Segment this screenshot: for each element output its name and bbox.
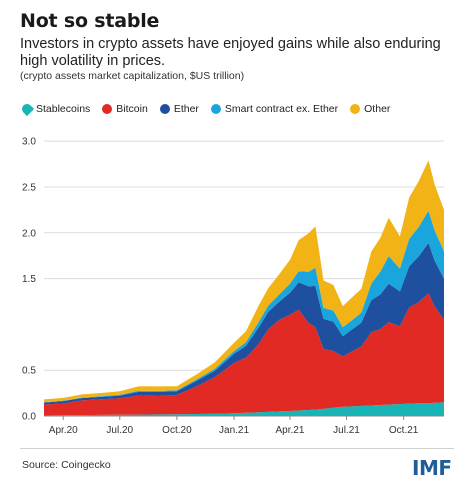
legend-item-smart-contract-ex-ether: Smart contract ex. Ether [210, 103, 339, 115]
x-tick-label: Jan.21 [219, 425, 249, 436]
legend-item-other: Other [350, 103, 390, 115]
x-tick-label: Apr.20 [49, 425, 78, 436]
x-tick-label: Jul.21 [333, 425, 360, 436]
imf-logo: IMF [412, 456, 452, 480]
legend-label: Bitcoin [116, 103, 148, 115]
legend-label: Ether [173, 103, 199, 115]
legend-label: Stablecoins [36, 103, 91, 115]
y-tick-label: 0.5 [22, 366, 36, 377]
legend-item-bitcoin: Bitcoin [102, 103, 148, 115]
area-series-other [44, 160, 444, 403]
legend-swatch [159, 104, 170, 114]
y-tick-label: 2.5 [22, 182, 36, 193]
footer-divider [20, 448, 454, 449]
units-note: (crypto assets market capitalization, $U… [20, 70, 245, 82]
x-tick-label: Apr.21 [276, 425, 305, 436]
chart-title: Not so stable [20, 10, 160, 32]
stacked-area-chart: 0.0 0.5 1.5 2.0 2.5 3.0 Apr.20 Jul.20 Oct.20 Jan.… [22, 137, 444, 436]
x-tick-label: Oct.20 [162, 425, 192, 436]
y-tick-label: 2.0 [22, 228, 36, 239]
y-tick-label: 0.0 [22, 412, 36, 423]
area-series-bitcoin [44, 293, 444, 416]
area-series-ether [44, 242, 444, 405]
source-note: Source: Coingecko [22, 459, 111, 471]
y-tick-label: 3.0 [22, 137, 36, 148]
legend-label: Other [364, 103, 391, 115]
legend-item-stablecoins: Stablecoins [19, 101, 91, 117]
legend-swatch [350, 104, 361, 114]
legend-label: Smart contract ex. Ether [224, 103, 339, 115]
y-tick-label: 1.5 [22, 274, 36, 285]
area-series-smart-contract-ex-ether [44, 210, 444, 403]
legend-swatch [19, 101, 35, 117]
legend-swatch [210, 104, 221, 114]
chart-subtitle: Investors in crypto assets have enjoyed … [20, 36, 441, 69]
area-series-stablecoins [44, 402, 444, 416]
x-tick-label: Oct.21 [389, 425, 419, 436]
x-tick-label: Jul.20 [106, 425, 133, 436]
legend-swatch [102, 104, 113, 114]
legend-item-ether: Ether [159, 103, 199, 115]
legend: Stablecoins Bitcoin Ether Smart contract ex… [19, 101, 402, 117]
